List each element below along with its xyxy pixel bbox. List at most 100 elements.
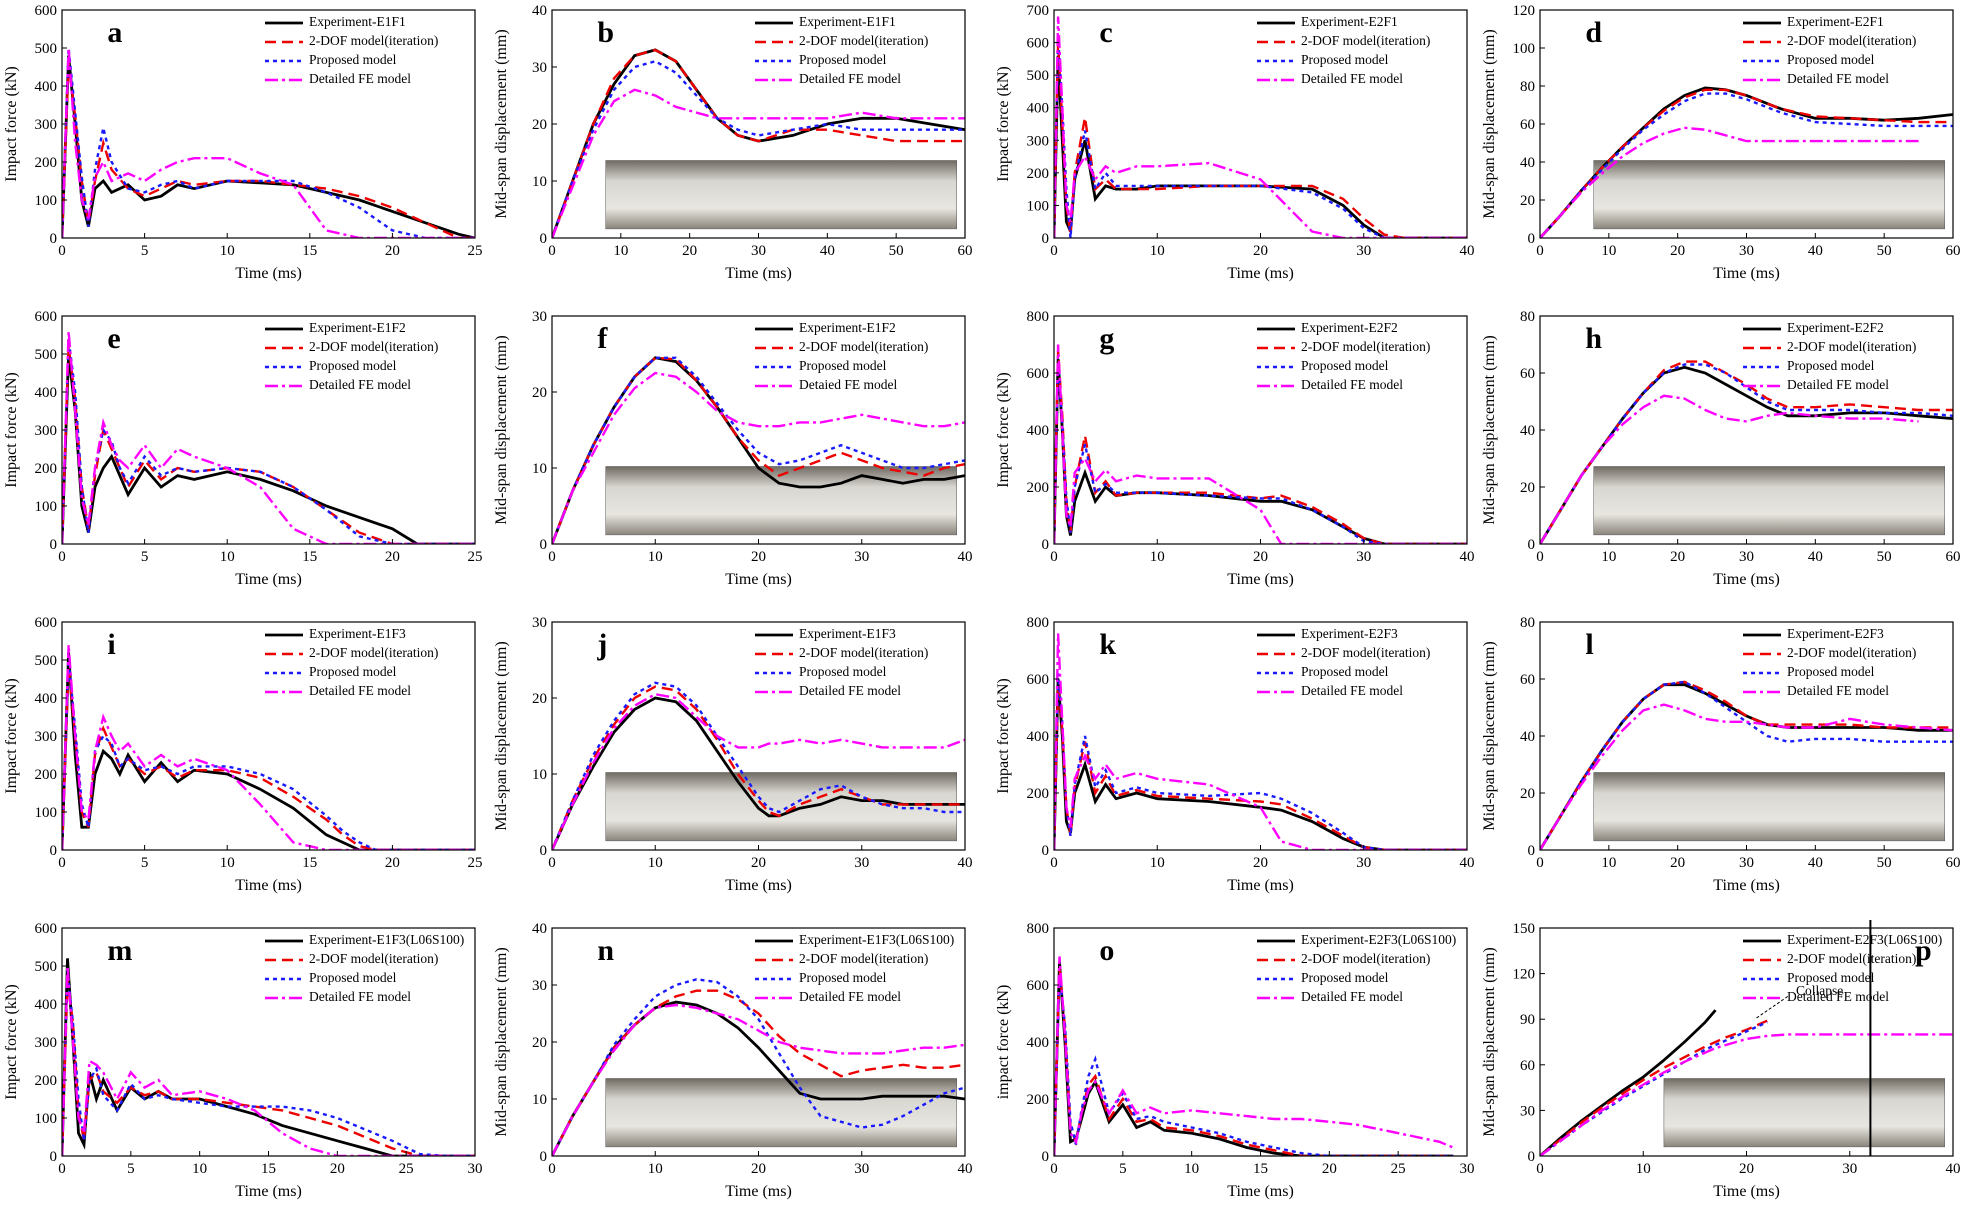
x-tick-label: 20 [1253, 855, 1268, 871]
y-tick-label: 120 [1513, 967, 1536, 983]
y-tick-label: 700 [1027, 3, 1050, 19]
y-axis-label: Mid-span displacement (mm) [493, 641, 510, 830]
panel-label: n [597, 934, 614, 967]
series-line [1054, 684, 1467, 850]
x-tick-label: 60 [1946, 243, 1961, 259]
y-tick-label: 600 [1027, 672, 1050, 688]
x-tick-label: 0 [1536, 855, 1544, 871]
series-line [1540, 1033, 1953, 1156]
x-tick-label: 0 [548, 1161, 556, 1177]
legend-label: Proposed model [1787, 358, 1875, 373]
legend-label: 2-DOF model(iteration) [799, 339, 928, 354]
legend-label: Experiment-E2F3(L06S100) [1787, 932, 1942, 947]
y-tick-label: 20 [532, 691, 547, 707]
series-line [1054, 350, 1467, 544]
x-tick-label: 0 [1050, 855, 1058, 871]
x-tick-label: 0 [1536, 243, 1544, 259]
y-axis-label: Impact force (kN) [3, 984, 20, 1100]
subplot: 0 10 20 30 40 50 60 0 20 40 60 80 Time (ms) Mid-span … [1481, 309, 1961, 588]
panel-label: b [597, 16, 614, 49]
x-tick-label: 20 [1670, 855, 1685, 871]
x-tick-label: 10 [1636, 1161, 1651, 1177]
x-tick-label: 30 [1460, 1161, 1475, 1177]
legend-label: Proposed model [1787, 664, 1875, 679]
series-line [62, 958, 475, 1156]
x-tick-label: 40 [1460, 549, 1475, 565]
x-tick-label: 50 [1877, 549, 1892, 565]
y-tick-label: 20 [532, 1035, 547, 1051]
x-tick-label: 30 [1842, 1161, 1857, 1177]
x-tick-label: 20 [751, 855, 766, 871]
series-line [552, 356, 965, 544]
panel-label: o [1099, 934, 1114, 967]
y-tick-label: 200 [1027, 1092, 1050, 1108]
x-axis-label: Time (ms) [1713, 1183, 1780, 1200]
y-tick-label: 200 [35, 1073, 58, 1089]
y-tick-label: 400 [1027, 423, 1050, 439]
series-line [1540, 88, 1953, 238]
y-tick-label: 60 [1520, 672, 1535, 688]
y-axis-label: Impact force (kN) [3, 678, 20, 794]
y-axis-label: Mid-span displacement (mm) [493, 29, 510, 218]
y-tick-label: 60 [1520, 366, 1535, 382]
legend-label: Proposed model [309, 970, 397, 985]
legend-label: 2-DOF model(iteration) [309, 339, 438, 354]
x-tick-label: 30 [1356, 243, 1371, 259]
legend-label: Proposed model [1301, 358, 1389, 373]
y-axis-label: impact force (kN) [995, 985, 1012, 1100]
y-tick-label: 200 [1027, 480, 1050, 496]
y-tick-label: 150 [1513, 921, 1536, 937]
series-line [1540, 680, 1953, 850]
x-tick-label: 0 [58, 243, 66, 259]
series-line [1054, 36, 1467, 238]
legend-label: Proposed model [1787, 970, 1875, 985]
y-tick-label: 600 [1027, 366, 1050, 382]
y-tick-label: 400 [1027, 729, 1050, 745]
series-line [1054, 55, 1467, 238]
legend-label: Experiment-E1F1 [309, 14, 406, 29]
legend-label: Experiment-E2F3 [1787, 626, 1884, 641]
y-tick-label: 800 [1027, 615, 1050, 631]
legend-label: Proposed model [799, 358, 887, 373]
x-tick-label: 10 [220, 549, 235, 565]
y-tick-label: 0 [540, 231, 548, 247]
y-tick-label: 600 [35, 615, 58, 631]
x-tick-label: 40 [1808, 549, 1823, 565]
x-tick-label: 20 [385, 549, 400, 565]
y-tick-label: 0 [50, 537, 58, 553]
series-line [1054, 16, 1467, 238]
y-axis-label: Impact force (kN) [3, 372, 20, 488]
y-tick-label: 500 [35, 959, 58, 975]
legend-label: Detailed FE model [1787, 683, 1889, 698]
x-tick-label: 40 [1808, 243, 1823, 259]
x-tick-label: 15 [1253, 1161, 1268, 1177]
series-line [1540, 92, 1953, 238]
x-tick-label: 40 [958, 855, 973, 871]
x-tick-label: 20 [385, 855, 400, 871]
specimen-photo [1593, 160, 1945, 230]
specimen-photo [1593, 466, 1945, 536]
legend-label: 2-DOF model(iteration) [799, 645, 928, 660]
subplot: 0 5 10 15 20 25 30 0 200 400 600 800 Time (ms) impact… [995, 921, 1475, 1200]
subplot: 0 10 20 30 40 0 30 60 90 120 150 Time (ms) Mid-span … [1481, 920, 1961, 1200]
x-tick-label: 5 [141, 855, 149, 871]
y-tick-label: 60 [1520, 1058, 1535, 1074]
x-axis-label: Time (ms) [1713, 265, 1780, 282]
x-tick-label: 30 [1356, 855, 1371, 871]
series-line [552, 60, 965, 238]
x-tick-label: 5 [127, 1161, 135, 1177]
x-tick-label: 10 [613, 243, 628, 259]
y-axis-label: Impact force (kN) [995, 678, 1012, 794]
subplot: 0 10 20 30 40 50 60 0 20 40 60 80 Time (ms) Mid-span … [1481, 615, 1961, 894]
y-tick-label: 400 [35, 997, 58, 1013]
x-axis-label: Time (ms) [1227, 1183, 1294, 1200]
x-tick-label: 40 [958, 1161, 973, 1177]
x-tick-label: 30 [1739, 549, 1754, 565]
x-axis-label: Time (ms) [1227, 571, 1294, 588]
y-tick-label: 500 [35, 347, 58, 363]
legend-label: 2-DOF model(iteration) [1787, 339, 1916, 354]
legend-label: Experiment-E1F2 [799, 320, 896, 335]
